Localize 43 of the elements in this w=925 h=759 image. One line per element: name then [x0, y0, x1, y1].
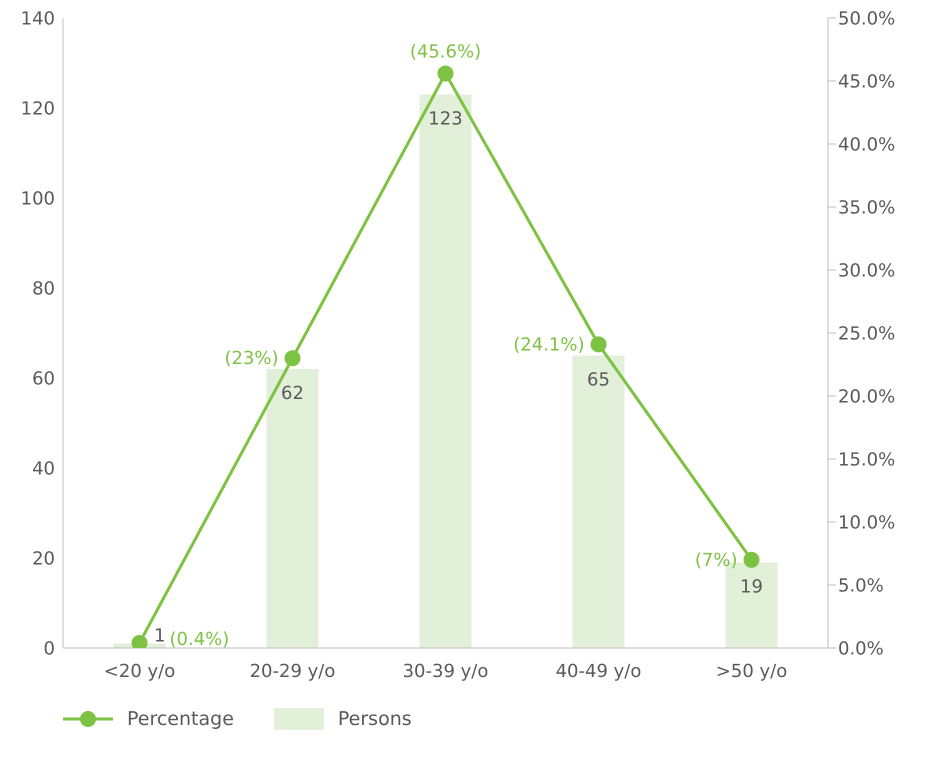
y2-tick-label: 5.0%: [838, 575, 884, 596]
y-tick-label: 80: [32, 278, 55, 300]
point: [438, 65, 454, 82]
x-tick-label: <20 y/o: [104, 660, 176, 682]
legend-label: Persons: [338, 708, 412, 730]
data-label: 1: [154, 626, 166, 646]
y-tick-label: 60: [32, 368, 55, 390]
y2-tick-label: 50.0%: [838, 8, 896, 30]
point: [590, 336, 606, 352]
data-label: 123: [428, 108, 463, 130]
y2-tick-label: 30.0%: [838, 260, 896, 282]
bar: [266, 369, 318, 648]
bar: [572, 356, 624, 648]
data-label: (45.6%): [410, 41, 482, 62]
point: [744, 552, 760, 568]
data-label: (24.1%): [513, 334, 584, 356]
x-tick-label: 30-39 y/o: [402, 660, 488, 682]
y-tick-label: 0: [44, 638, 55, 660]
y2-tick-label: 40.0%: [838, 134, 896, 156]
data-label: (7%): [694, 550, 738, 571]
legend-label: Percentage: [127, 708, 234, 730]
point: [284, 350, 300, 366]
y-tick-label: 120: [20, 98, 55, 120]
data-label: 62: [281, 383, 304, 404]
y-tick-label: 100: [20, 188, 55, 210]
y2-tick-label: 20.0%: [838, 386, 896, 408]
y-tick-label: 140: [20, 8, 55, 30]
x-tick-label: 20-29 y/o: [250, 660, 336, 682]
y2-tick-label: 15.0%: [838, 449, 896, 470]
x-tick-label: >50 y/o: [716, 660, 788, 682]
data-label: 19: [740, 576, 763, 598]
data-label: 65: [587, 370, 610, 390]
y-tick-label: 40: [32, 458, 55, 480]
data-label: (0.4%): [170, 628, 230, 650]
y2-tick-label: 10.0%: [838, 512, 896, 534]
x-tick-label: 40-49 y/o: [556, 660, 642, 682]
y-tick-label: 20: [32, 548, 55, 570]
y2-tick-label: 35.0%: [838, 197, 896, 218]
bar: [419, 94, 472, 648]
y2-tick-label: 25.0%: [838, 323, 896, 344]
y2-tick-label: 0.0%: [838, 638, 884, 660]
data-label: (23%): [224, 348, 278, 370]
y2-tick-label: 45.0%: [838, 71, 896, 92]
